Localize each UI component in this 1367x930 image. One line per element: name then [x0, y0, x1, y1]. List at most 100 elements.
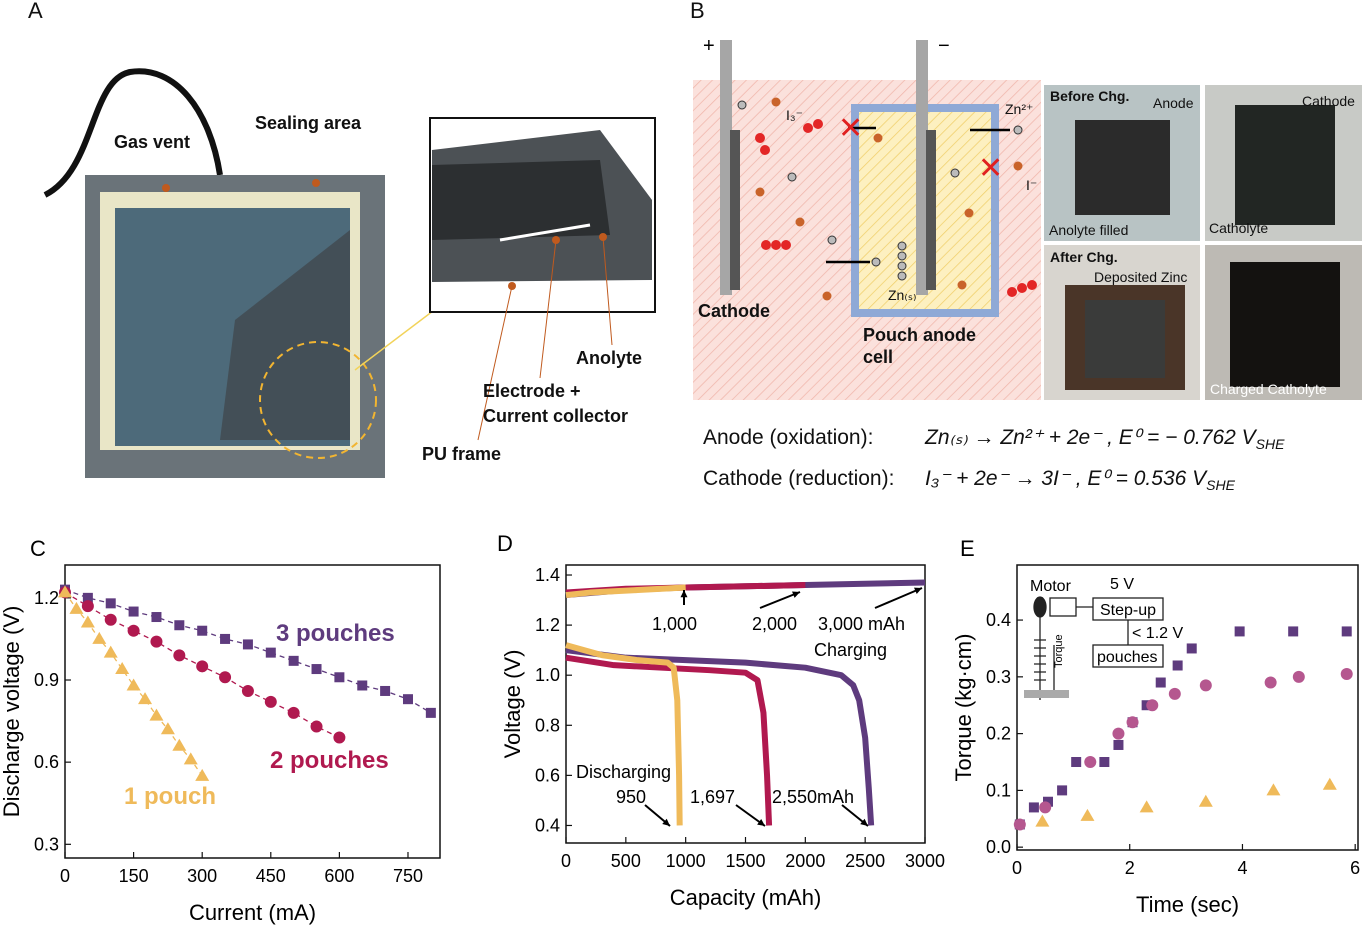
panel-b: B ✕ ✕ + − I₃⁻ Zn²⁺ I⁻ Zn₍ₛ₎ Cathode Pouc… [690, 0, 1362, 493]
marker [172, 738, 187, 751]
marker [1322, 777, 1337, 790]
marker [1028, 802, 1039, 813]
marker [197, 625, 208, 636]
motor-inset [1024, 596, 1164, 700]
arrow-head [680, 590, 688, 598]
annotation: Motor [1030, 578, 1072, 595]
marker [127, 624, 140, 637]
ions [755, 97, 1023, 301]
x-tick-label: 1000 [666, 851, 706, 871]
x-tick-label: 6 [1350, 858, 1360, 878]
annotation: 1,697 [690, 787, 735, 807]
annotation: 5 V [1110, 576, 1134, 593]
y-axis-label: Torque (kg·cm) [951, 634, 976, 782]
label: Catholyte [1209, 220, 1268, 236]
marker [1234, 626, 1245, 637]
marker [1013, 818, 1026, 831]
marker [126, 678, 141, 691]
marker [333, 731, 346, 744]
label: + [703, 35, 715, 57]
annotation: 2,550mAh [772, 787, 854, 807]
dot [162, 184, 170, 192]
marker [220, 633, 231, 644]
marker [1112, 727, 1125, 740]
x-tick-label: 0 [561, 851, 571, 871]
marker [82, 592, 93, 603]
label: − [938, 35, 950, 57]
marker [1292, 670, 1305, 683]
equation: I₃⁻ + 2e⁻ → 3I⁻ , E⁰ = 0.536 VSHE [925, 467, 1236, 493]
cross: ✕ [978, 152, 1003, 185]
y-tick-label: 0.6 [34, 752, 59, 772]
inset-felt [432, 160, 610, 240]
marker [92, 631, 107, 644]
ions [737, 100, 1023, 281]
marker [1146, 699, 1159, 712]
label: Cathode [1302, 93, 1355, 109]
equation-label: Anode (oxidation): [703, 426, 873, 449]
marker [80, 615, 95, 628]
photo-felt [1075, 120, 1170, 215]
label: Anolyte filled [1049, 222, 1128, 238]
marker [1043, 796, 1053, 807]
leader [602, 236, 613, 346]
panel-letter: A [28, 0, 43, 23]
marker [1288, 626, 1299, 637]
leader [477, 285, 513, 441]
equation: Zn₍ₛ₎ → Zn²⁺ + 2e⁻ , E⁰ = − 0.762 VSHE [924, 426, 1285, 452]
x-tick-label: 600 [324, 866, 354, 886]
electrode [916, 40, 928, 295]
x-tick-label: 2 [1125, 858, 1135, 878]
marker [357, 680, 368, 691]
label: Charged Catholyte [1210, 381, 1327, 397]
marker [288, 655, 299, 666]
y-axis-label: Discharge voltage (V) [0, 606, 24, 818]
marker [310, 720, 323, 733]
marker [1057, 785, 1068, 796]
annotation: Torque [1053, 634, 1065, 668]
y-axis-label: Voltage (V) [500, 650, 525, 759]
dot [312, 179, 320, 187]
label: cell [863, 347, 893, 367]
marker [1198, 794, 1213, 807]
marker [1168, 687, 1181, 700]
y-tick-label: 0.1 [986, 780, 1011, 800]
marker [1266, 783, 1281, 796]
label: I⁻ [1026, 177, 1037, 193]
marker [195, 768, 210, 781]
y-tick-label: 1.2 [535, 615, 560, 635]
marker [1039, 801, 1052, 814]
marker [380, 685, 391, 696]
series-label: 3 pouches [276, 620, 395, 647]
annotation: 1,000 [652, 614, 697, 634]
marker [264, 695, 277, 708]
marker [58, 585, 72, 598]
marker [183, 752, 198, 765]
marker [103, 645, 118, 658]
x-tick-label: 0 [1012, 858, 1022, 878]
marker [104, 613, 117, 626]
series-line [565, 647, 875, 826]
series-line [565, 584, 686, 599]
y-tick-label: 0.4 [535, 815, 560, 835]
marker [1071, 757, 1082, 768]
panel-letter: D [497, 531, 513, 556]
annotation: Discharging [576, 762, 671, 782]
plot-frame [1016, 564, 1359, 851]
marker [196, 660, 209, 673]
label: Anolyte [576, 348, 642, 368]
series-line [565, 642, 683, 826]
x-axis-label: Current (mA) [189, 900, 316, 925]
y-tick-label: 0.8 [535, 715, 560, 735]
annotation: 3,000 mAh [818, 614, 905, 634]
equation-label: Cathode (reduction): [703, 467, 894, 490]
marker [1186, 643, 1197, 654]
annotation: < 1.2 V [1132, 625, 1183, 642]
marker [115, 662, 130, 675]
x-tick-label: 3000 [905, 851, 945, 871]
arrow-head [914, 587, 922, 595]
marker [311, 664, 322, 675]
annotation: pouches [1097, 649, 1158, 666]
marker [334, 672, 345, 683]
x-tick-label: 450 [256, 866, 286, 886]
